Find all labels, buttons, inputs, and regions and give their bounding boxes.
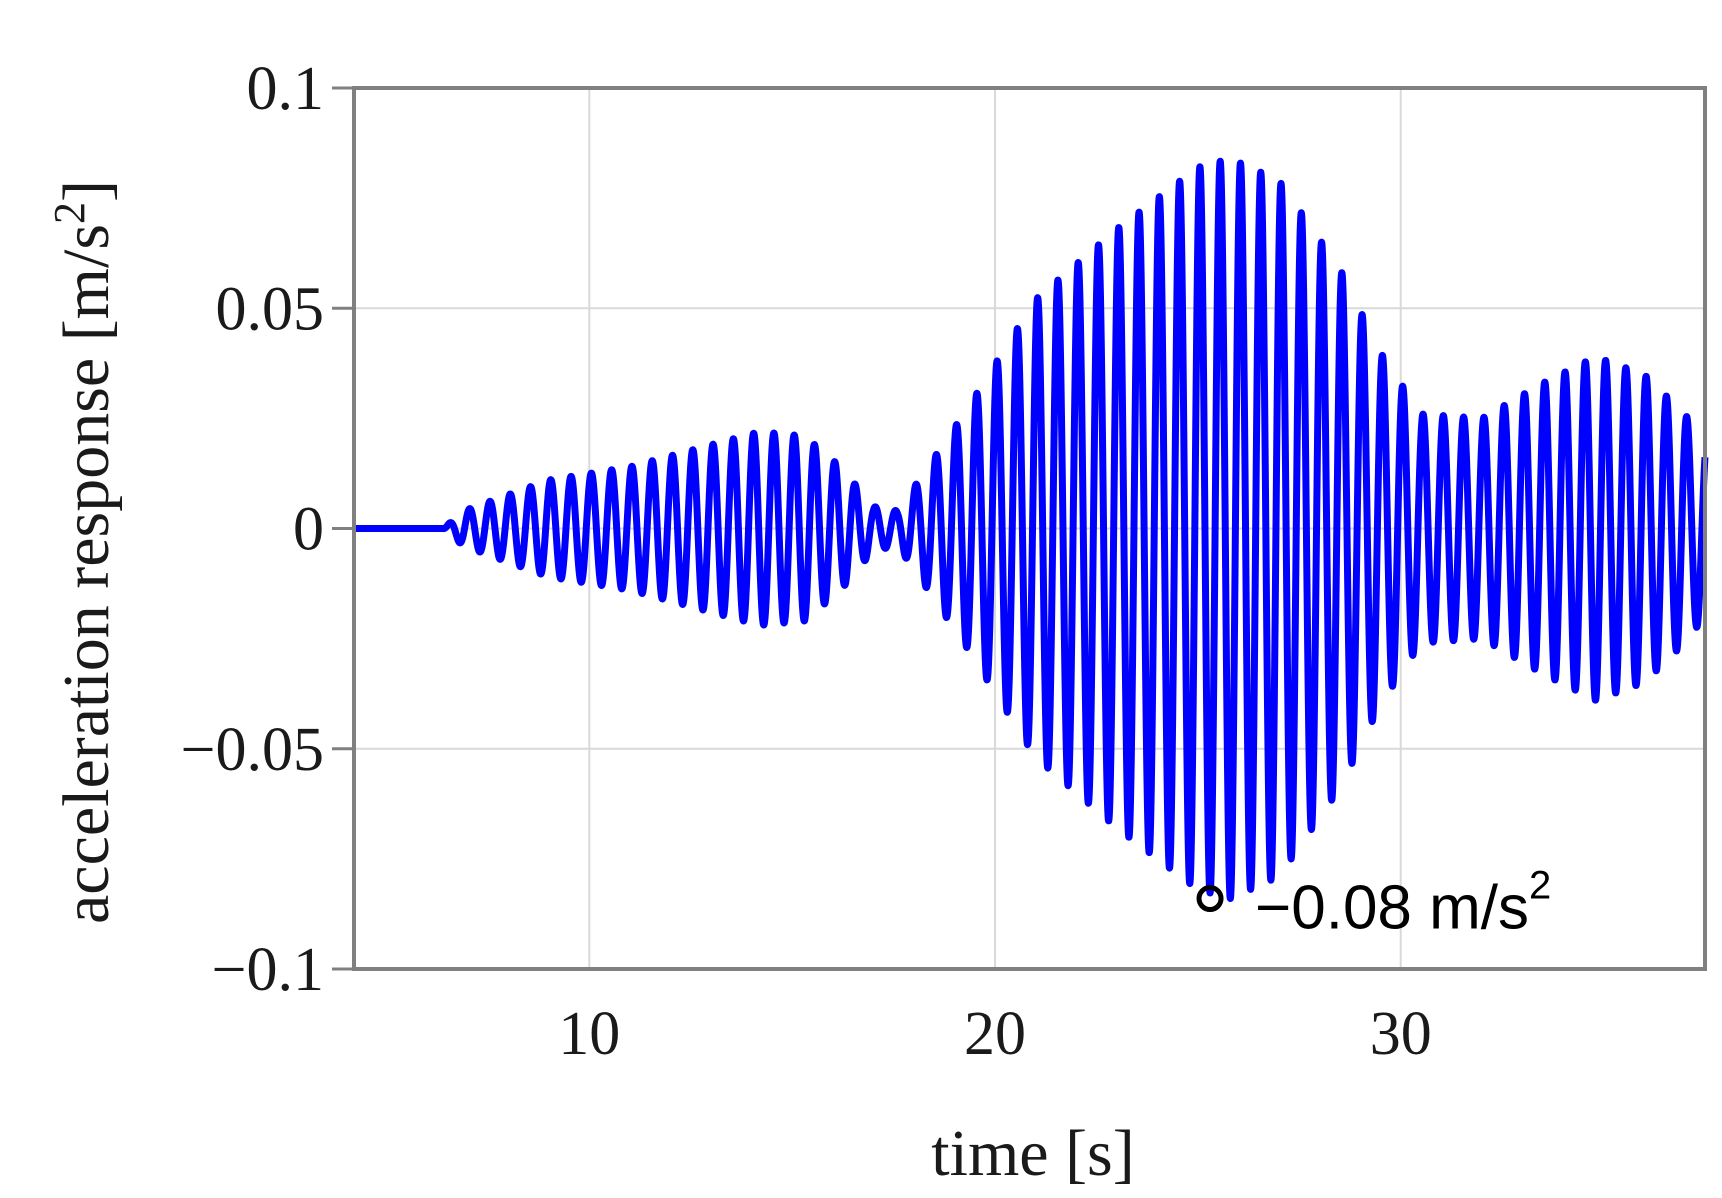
x-tick-labels: 10 20 30 (558, 1000, 1431, 1068)
series-line (350, 157, 1709, 902)
y-axis-title: acceleration response [m/s2] (45, 180, 124, 924)
x-tick-label: 30 (1370, 1000, 1432, 1068)
x-axis-title: time [s] (931, 1117, 1134, 1190)
min-point-annotation: −0.08 m/s2 (1255, 864, 1551, 943)
y-axis-title-superscript: 2 (45, 202, 94, 224)
min-point-annotation-text: −0.08 m/s (1255, 874, 1529, 943)
y-tick-label: −0.1 (212, 936, 324, 1004)
y-tick-label: 0.1 (247, 55, 325, 123)
series-layer (350, 157, 1709, 902)
y-tick-labels: 0.1 0.05 0 −0.05 −0.1 (181, 55, 324, 1004)
y-tick-label: 0 (293, 496, 324, 564)
y-tick-label: 0.05 (216, 275, 325, 343)
min-point-marker (1196, 885, 1224, 913)
y-axis-title-main: acceleration response [m/s (50, 224, 123, 924)
y-axis-title-close: ] (50, 180, 123, 202)
y-tick-marks (332, 86, 354, 971)
y-tick-label: −0.05 (181, 716, 324, 784)
x-tick-label: 10 (558, 1000, 620, 1068)
min-point-annotation-superscript: 2 (1529, 864, 1551, 908)
x-tick-label: 20 (964, 1000, 1026, 1068)
